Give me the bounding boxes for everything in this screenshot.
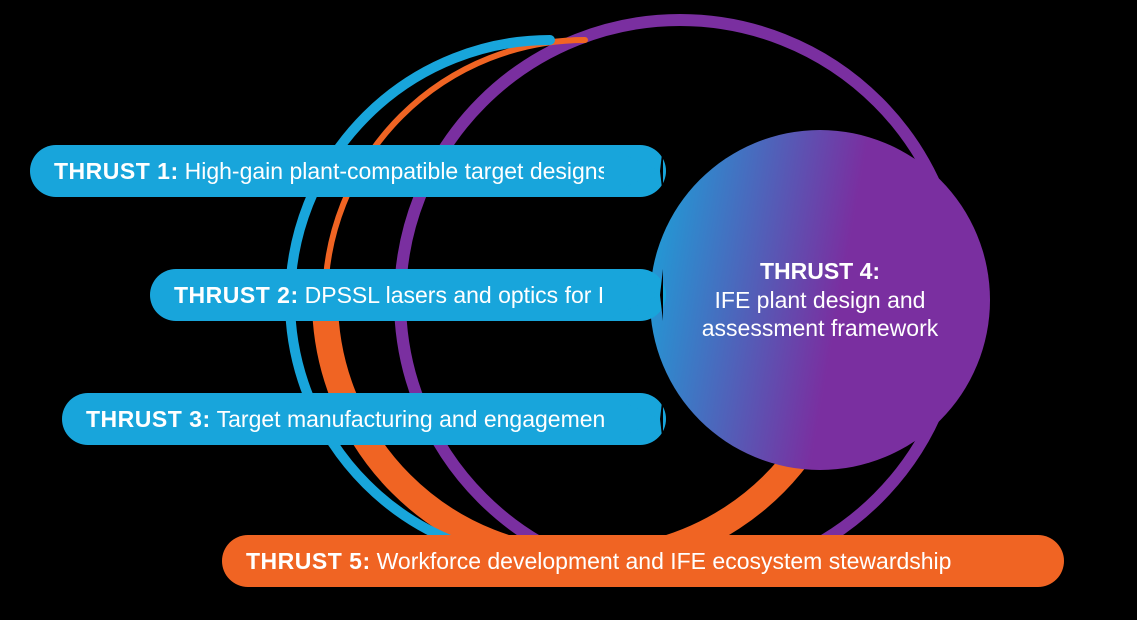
thrust-5-pill: THRUST 5: Workforce development and IFE … (222, 535, 1064, 587)
thrust-1-connector (604, 145, 663, 197)
thrust-4-title: THRUST 4: (760, 257, 880, 286)
thrust-2-label: THRUST 2: (174, 282, 299, 309)
thrust-2-text: DPSSL lasers and optics for IFE (305, 282, 634, 309)
thrust-4-circle: THRUST 4: IFE plant design and assessmen… (650, 130, 990, 470)
thrust-3-label: THRUST 3: (86, 406, 211, 433)
thrust-2-connector (604, 269, 663, 321)
thrust-3-text: Target manufacturing and engagement (217, 406, 612, 433)
thrust-1-pill: THRUST 1: High-gain plant-compatible tar… (30, 145, 666, 197)
thrust-5-text: Workforce development and IFE ecosystem … (377, 548, 952, 575)
thrust-3-pill: THRUST 3: Target manufacturing and engag… (62, 393, 666, 445)
thrust-1-text: High-gain plant-compatible target design… (185, 158, 609, 185)
thrust-4-line1: IFE plant design and (715, 286, 926, 315)
thrust-2-pill: THRUST 2: DPSSL lasers and optics for IF… (150, 269, 666, 321)
thrust-5-label: THRUST 5: (246, 548, 371, 575)
thrust-1-label: THRUST 1: (54, 158, 179, 185)
thrust-4-line2: assessment framework (702, 314, 938, 343)
thrust-3-connector (604, 393, 663, 445)
diagram-stage: THRUST 4: IFE plant design and assessmen… (0, 0, 1137, 620)
